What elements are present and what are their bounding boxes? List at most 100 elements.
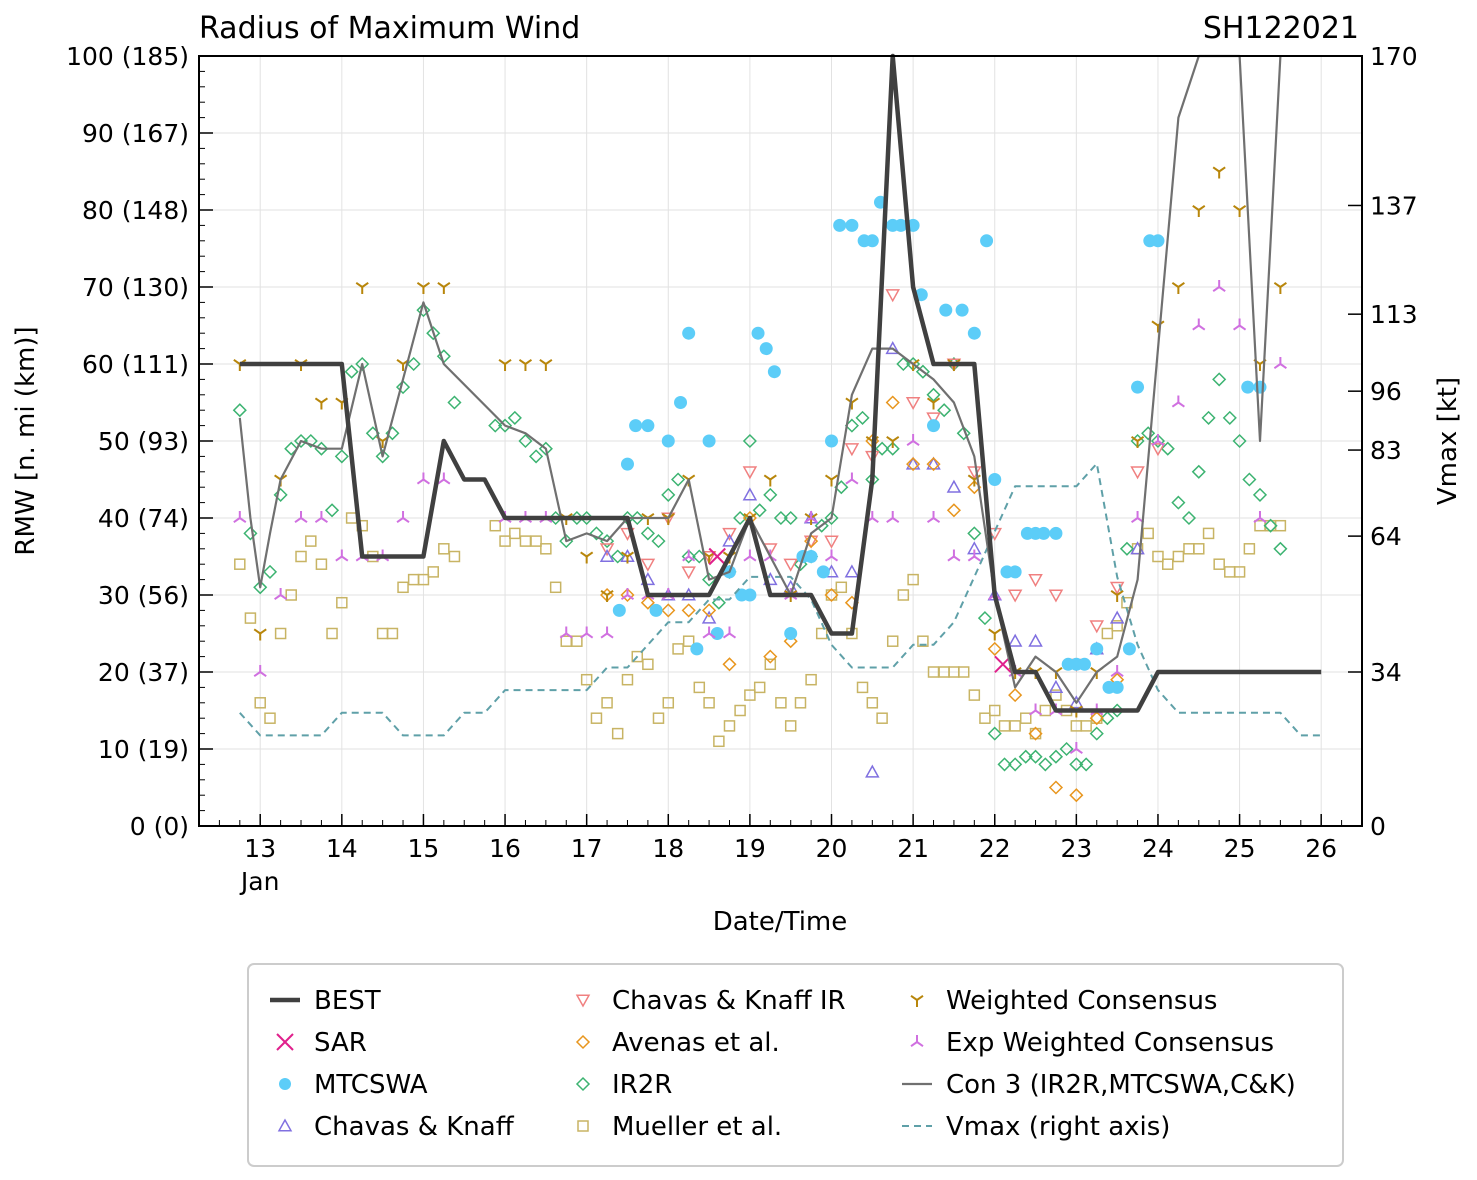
point-exp-weighted-consensus-stroke — [810, 517, 818, 524]
point-exp-weighted-consensus-stroke — [443, 478, 451, 485]
point-mtcswa — [661, 434, 675, 448]
point-weighted-consensus-stroke — [682, 474, 690, 481]
point-avenas-et-al — [620, 587, 635, 603]
point-exp-weighted-consensus — [416, 472, 431, 485]
point-mtcswa — [629, 419, 643, 433]
point-exp-weighted-consensus-stroke — [1253, 517, 1261, 524]
point-mueller-et-al — [897, 589, 910, 601]
point-weighted-consensus-stroke — [335, 397, 343, 404]
point-mueller-et-al — [1009, 720, 1021, 732]
point-exp-weighted-consensus — [1253, 511, 1267, 524]
point-mtcswa — [743, 588, 757, 602]
point-exp-weighted-consensus — [314, 511, 328, 524]
point-ir2r — [640, 526, 655, 541]
point-ir2r — [630, 510, 645, 526]
point-exp-weighted-consensus — [1110, 665, 1124, 678]
point-exp-weighted-consensus-stroke — [932, 517, 941, 524]
legend-entry: Weighted Consensus — [910, 986, 1217, 1016]
point-exp-weighted-consensus — [274, 588, 288, 601]
point-sar-stroke — [708, 547, 726, 566]
point-ir2r — [1160, 441, 1175, 456]
point-mueller-et-al — [264, 712, 276, 724]
point-mueller-et-al — [1080, 720, 1092, 732]
point-exp-weighted-consensus — [1028, 703, 1043, 716]
point-ir2r — [416, 303, 431, 318]
point-exp-weighted-consensus-stroke — [335, 555, 343, 562]
point-mueller-et-al — [662, 697, 675, 709]
point-exp-weighted-consensus — [335, 549, 349, 562]
point-ir2r — [885, 441, 900, 456]
point-exp-weighted-consensus-stroke — [763, 555, 771, 562]
point-mtcswa — [767, 365, 781, 379]
point-exp-weighted-consensus-stroke — [1279, 363, 1287, 370]
point-weighted-consensus — [1273, 281, 1287, 294]
point-chavas-knaff — [946, 479, 962, 493]
point-ir2r — [661, 487, 676, 502]
x-tick-label: 13 — [244, 834, 276, 863]
point-mueller-et-al — [427, 566, 439, 578]
point-exp-weighted-consensus-stroke — [626, 594, 635, 601]
axes: 13 14 15 16 17 18 19 20 21 22 23 24 25 26 Jan 0 (0) 10 (… — [66, 42, 1418, 896]
point-exp-weighted-consensus-stroke — [728, 632, 737, 639]
point-ir2r — [937, 403, 952, 418]
series-avenas-et-al — [600, 395, 1125, 803]
point-mtcswa — [674, 396, 688, 409]
legend-label: Mueller et al. — [612, 1112, 782, 1142]
point-weighted-consensus-stroke — [988, 628, 996, 635]
series-mtcswa — [612, 195, 1267, 694]
point-mtcswa — [967, 326, 981, 340]
point-weighted-consensus-stroke — [320, 397, 328, 404]
y2-tick-label: 170 — [1370, 42, 1418, 71]
point-mueller-et-al — [642, 658, 654, 671]
point-exp-weighted-consensus-stroke — [973, 555, 981, 562]
point-mueller-et-al — [489, 519, 502, 532]
point-ir2r — [518, 433, 533, 449]
point-ir2r — [375, 449, 390, 464]
y2-tick-label: 0 — [1370, 812, 1386, 841]
point-ir2r — [824, 510, 839, 526]
point-mueller-et-al — [856, 681, 869, 694]
point-mueller-et-al — [652, 712, 665, 724]
point-exp-weighted-consensus — [702, 626, 716, 639]
point-mtcswa — [825, 434, 839, 448]
point-exp-weighted-consensus-stroke — [422, 478, 431, 485]
point-avenas-et-al — [661, 603, 676, 618]
point-exp-weighted-consensus-stroke — [233, 517, 241, 524]
point-weighted-consensus-stroke — [851, 397, 859, 404]
point-exp-weighted-consensus-stroke — [314, 517, 322, 524]
series-line-con-3-ir2r-mtcswa-c-k — [238, 54, 1282, 704]
legend-swatch-stroke — [910, 994, 918, 1001]
point-avenas-et-al — [640, 595, 655, 610]
point-weighted-consensus — [498, 358, 512, 371]
point-exp-weighted-consensus-stroke — [967, 555, 975, 562]
point-chavas-knaff-ir — [905, 396, 921, 411]
x-tick-label: 22 — [979, 834, 1011, 863]
point-mueller-et-al — [1152, 550, 1164, 563]
point-mueller-et-al — [1172, 550, 1185, 563]
point-avenas-et-al — [906, 457, 921, 472]
point-weighted-consensus-stroke — [763, 474, 771, 481]
legend-swatch — [910, 994, 924, 1007]
point-chavas-knaff — [1048, 679, 1064, 693]
point-exp-weighted-consensus-stroke — [830, 555, 839, 562]
series-chavas-knaff-ir — [599, 289, 1166, 672]
point-weighted-consensus-stroke — [1192, 204, 1200, 211]
point-ir2r — [967, 526, 982, 541]
point-exp-weighted-consensus-stroke — [600, 632, 608, 639]
y-tick-label: 40 (74) — [98, 504, 189, 533]
y-tick-label: 60 (111) — [82, 350, 189, 379]
point-exp-weighted-consensus — [437, 472, 451, 485]
point-exp-weighted-consensus-stroke — [1151, 440, 1159, 447]
y-axis-label: RMW [n. mi (km)] — [11, 326, 41, 555]
point-chavas-knaff — [1109, 610, 1125, 624]
series-mueller-et-al — [234, 512, 1287, 748]
series-con-3-ir2r-mtcswa-c-k — [238, 54, 1282, 704]
point-mtcswa — [751, 326, 765, 340]
point-ir2r — [733, 510, 748, 526]
point-mueller-et-al — [397, 581, 409, 594]
point-exp-weighted-consensus-stroke — [749, 555, 757, 562]
point-weighted-consensus-stroke — [539, 358, 547, 365]
point-ir2r — [243, 526, 258, 541]
point-exp-weighted-consensus-stroke — [580, 632, 588, 639]
point-avenas-et-al — [702, 603, 717, 618]
